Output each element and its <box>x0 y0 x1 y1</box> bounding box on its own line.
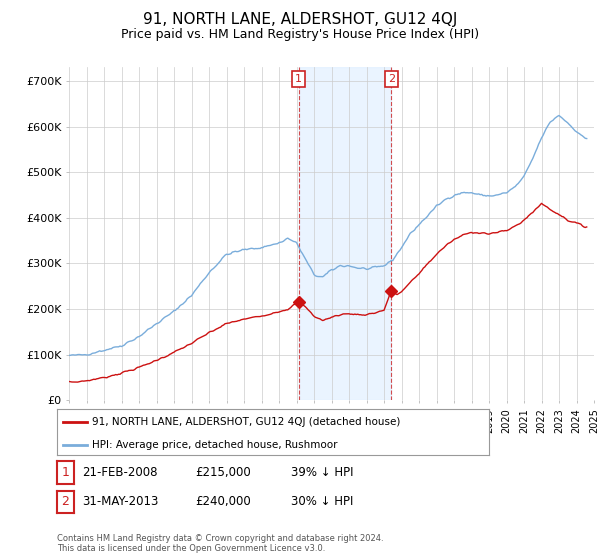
Text: HPI: Average price, detached house, Rushmoor: HPI: Average price, detached house, Rush… <box>92 440 337 450</box>
Text: 30% ↓ HPI: 30% ↓ HPI <box>291 495 353 508</box>
Text: 31-MAY-2013: 31-MAY-2013 <box>82 495 158 508</box>
Text: 21-FEB-2008: 21-FEB-2008 <box>82 466 158 479</box>
Text: 91, NORTH LANE, ALDERSHOT, GU12 4QJ (detached house): 91, NORTH LANE, ALDERSHOT, GU12 4QJ (det… <box>92 417 400 427</box>
Text: 1: 1 <box>61 466 70 479</box>
Text: Price paid vs. HM Land Registry's House Price Index (HPI): Price paid vs. HM Land Registry's House … <box>121 28 479 41</box>
Text: 2: 2 <box>61 495 70 508</box>
Text: 91, NORTH LANE, ALDERSHOT, GU12 4QJ: 91, NORTH LANE, ALDERSHOT, GU12 4QJ <box>143 12 457 27</box>
Text: Contains HM Land Registry data © Crown copyright and database right 2024.
This d: Contains HM Land Registry data © Crown c… <box>57 534 383 553</box>
Text: £215,000: £215,000 <box>195 466 251 479</box>
Bar <box>299 67 391 400</box>
Text: 2: 2 <box>388 74 395 84</box>
Text: 39% ↓ HPI: 39% ↓ HPI <box>291 466 353 479</box>
Text: £240,000: £240,000 <box>195 495 251 508</box>
Text: 1: 1 <box>295 74 302 84</box>
